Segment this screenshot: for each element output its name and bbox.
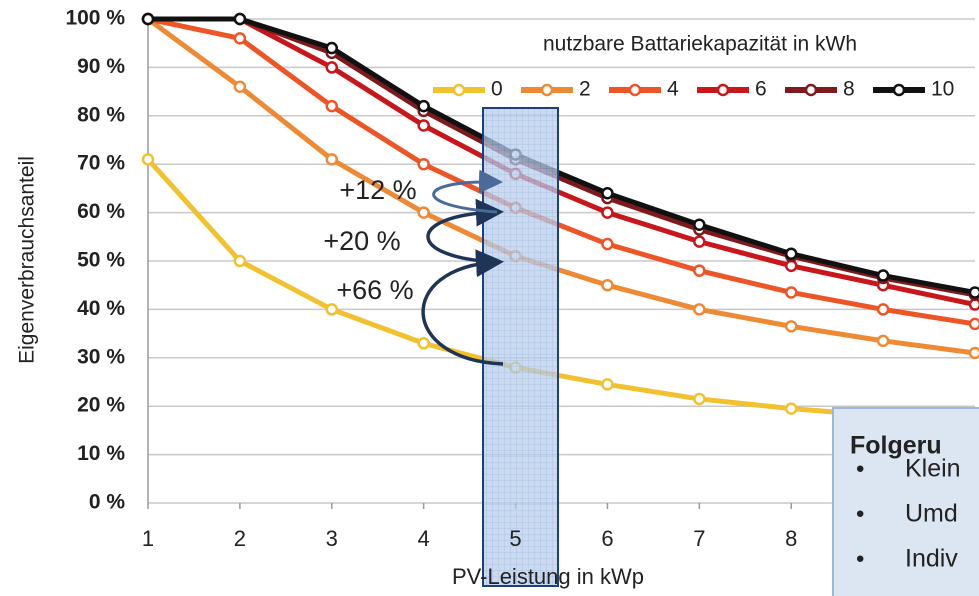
y-axis-label: Eigenverbrauchsanteil bbox=[16, 156, 39, 364]
point bbox=[693, 218, 706, 231]
highlight-box bbox=[482, 107, 559, 587]
x-tick-label: 5 bbox=[509, 526, 521, 551]
point bbox=[784, 320, 798, 333]
point bbox=[325, 41, 339, 55]
x-tick-label: 7 bbox=[693, 526, 705, 551]
legend-label: 6 bbox=[755, 78, 767, 101]
legend-label: 0 bbox=[491, 78, 503, 101]
x-tick-label: 1 bbox=[142, 526, 154, 551]
point bbox=[233, 12, 247, 26]
series-line bbox=[147, 16, 976, 327]
point bbox=[325, 153, 339, 166]
y-tick-label: 60 % bbox=[77, 200, 125, 223]
point bbox=[876, 334, 890, 348]
point bbox=[601, 237, 614, 251]
y-tick-label: 20 % bbox=[77, 394, 125, 417]
series-line bbox=[146, 157, 976, 426]
legend-label: 8 bbox=[843, 78, 855, 101]
point bbox=[601, 278, 614, 292]
bullet: • bbox=[856, 455, 864, 482]
x-tick-label: 4 bbox=[418, 526, 430, 551]
x-tick-label: 3 bbox=[326, 526, 338, 551]
point bbox=[876, 303, 890, 316]
legend-marker bbox=[892, 83, 906, 97]
legend-marker bbox=[804, 83, 818, 97]
arrow bbox=[421, 249, 504, 366]
legend-marker bbox=[452, 83, 466, 97]
callout-item: Klein bbox=[905, 455, 961, 483]
point bbox=[417, 99, 430, 113]
point bbox=[141, 12, 155, 26]
point bbox=[968, 317, 979, 331]
annotation: +20 % bbox=[323, 226, 400, 256]
y-tick-label: 100 % bbox=[65, 7, 125, 30]
point bbox=[417, 119, 430, 132]
callout-box bbox=[832, 407, 979, 596]
annotation: +12 % bbox=[339, 175, 416, 205]
point bbox=[325, 99, 339, 113]
y-tick-label: 10 % bbox=[77, 442, 125, 465]
legend-marker bbox=[540, 83, 554, 97]
point bbox=[233, 32, 247, 45]
point bbox=[693, 392, 706, 406]
callout-item: Umd bbox=[905, 500, 958, 528]
point bbox=[233, 254, 247, 268]
point bbox=[693, 235, 706, 248]
point bbox=[784, 286, 798, 299]
series-line bbox=[148, 16, 976, 308]
legend-marker bbox=[628, 83, 642, 97]
point bbox=[693, 264, 706, 277]
x-axis-label: PV-Leistung in kWp bbox=[452, 564, 644, 589]
callout-item: Indiv bbox=[905, 545, 958, 573]
point bbox=[233, 80, 247, 94]
x-tick-label: 2 bbox=[234, 526, 246, 551]
series-line bbox=[146, 16, 976, 356]
series-line bbox=[148, 16, 976, 295]
y-tick-label: 0 % bbox=[89, 491, 126, 514]
arrow bbox=[432, 169, 503, 214]
annotation: +66 % bbox=[336, 275, 413, 305]
point bbox=[141, 153, 155, 166]
y-tick-label: 90 % bbox=[77, 55, 125, 78]
point bbox=[601, 378, 614, 391]
legend-label: 2 bbox=[579, 78, 591, 101]
legend-label: 4 bbox=[667, 78, 679, 101]
y-tick-label: 30 % bbox=[77, 345, 125, 368]
legend-marker bbox=[716, 83, 730, 97]
callout-title: Folgeru bbox=[850, 432, 942, 460]
bullet: • bbox=[856, 545, 864, 572]
callout-list: • Klein • Umd • Indiv bbox=[856, 455, 961, 573]
point bbox=[693, 303, 706, 316]
point bbox=[601, 186, 614, 200]
legend-title: nutzbare Battariekapazität in kWh bbox=[543, 33, 857, 56]
arrow bbox=[426, 198, 504, 264]
point bbox=[784, 402, 798, 415]
legend-label: 10 bbox=[931, 78, 954, 101]
y-tick-label: 50 % bbox=[77, 249, 125, 272]
point bbox=[876, 269, 890, 282]
point bbox=[968, 286, 979, 299]
point bbox=[784, 247, 798, 260]
bullet: • bbox=[856, 500, 864, 527]
y-tick-label: 40 % bbox=[77, 297, 125, 320]
point bbox=[968, 346, 979, 360]
grid bbox=[147, 18, 975, 509]
point bbox=[417, 157, 430, 171]
point bbox=[601, 206, 614, 219]
y-tick-label: 80 % bbox=[77, 103, 125, 126]
point bbox=[325, 303, 339, 316]
x-tick-label: 8 bbox=[785, 526, 797, 551]
point bbox=[417, 337, 430, 350]
y-tick-label: 70 % bbox=[77, 152, 125, 175]
x-tick-label: 6 bbox=[601, 526, 613, 551]
point bbox=[417, 206, 430, 219]
lines bbox=[141, 12, 979, 430]
point bbox=[325, 61, 339, 74]
